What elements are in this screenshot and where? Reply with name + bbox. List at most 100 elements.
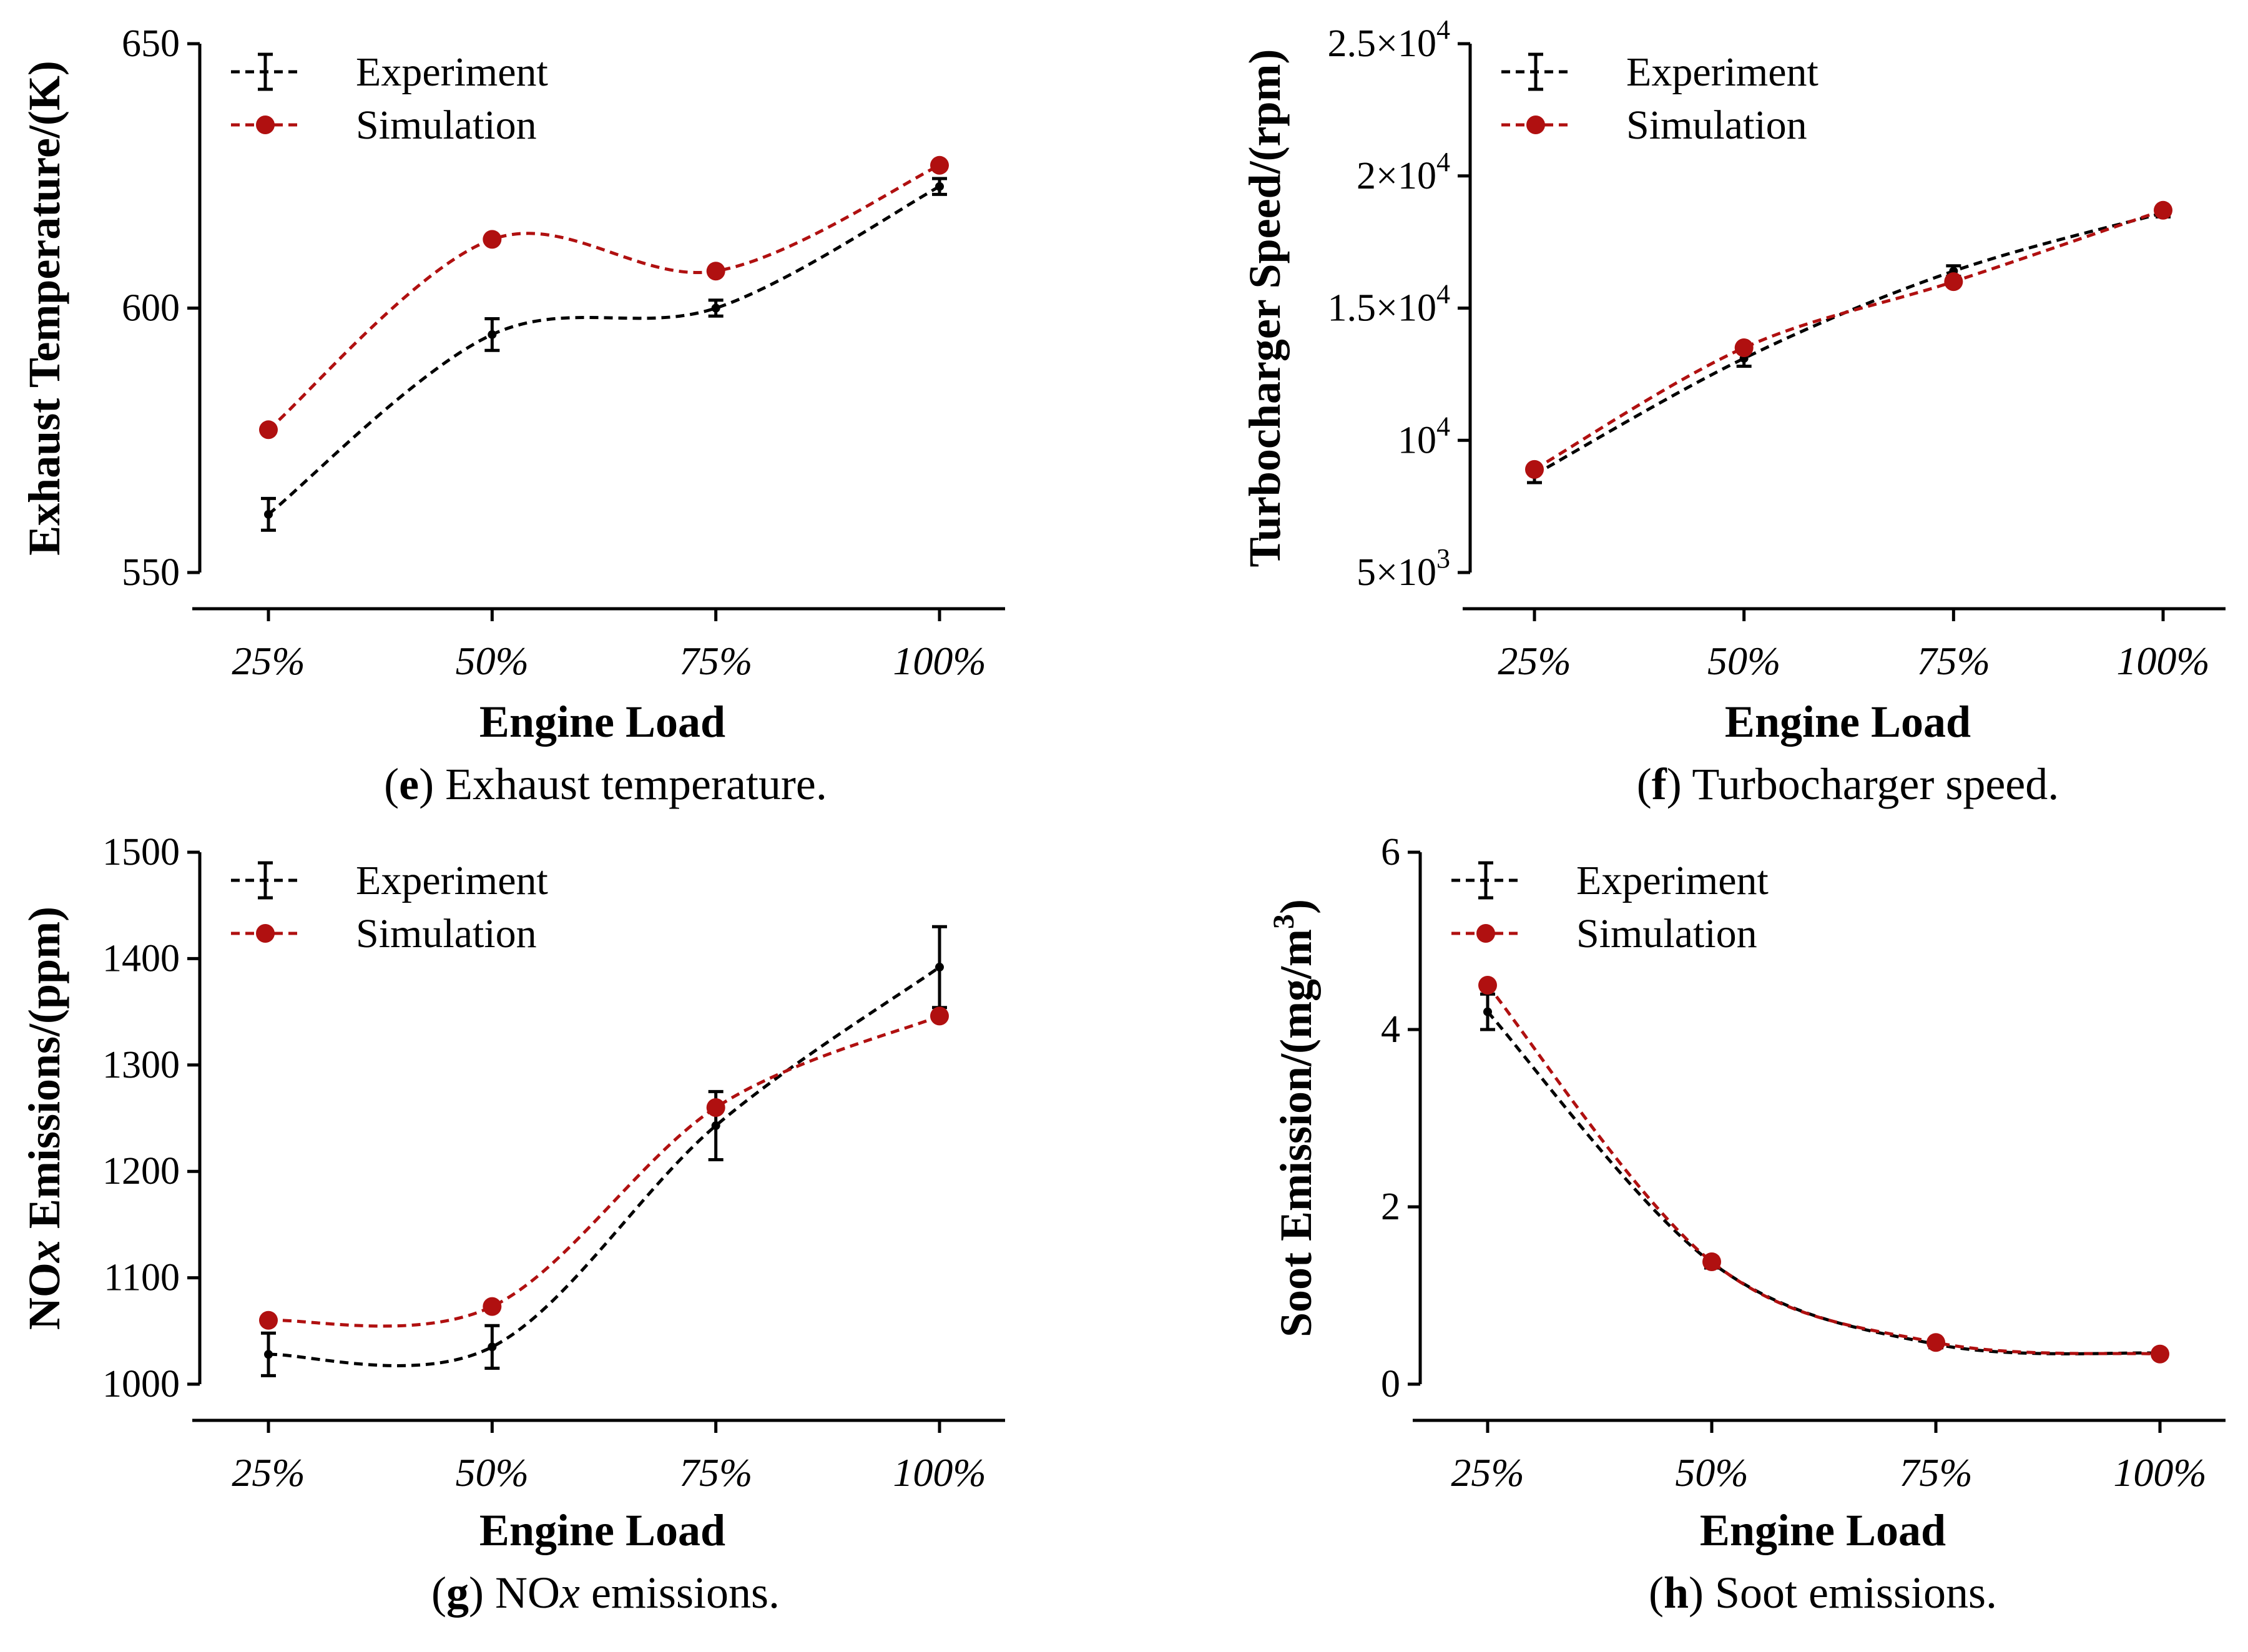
x-tick-label: 25% <box>1498 639 1571 683</box>
legend-entry: Simulation <box>356 102 537 148</box>
data-point-experiment <box>488 1342 497 1352</box>
y-tick-label: 104 <box>1398 411 1450 461</box>
y-tick-label-base: 2×10 <box>1357 155 1436 197</box>
x-tick-label: 75% <box>1917 639 1990 683</box>
y-tick-label: 2×104 <box>1357 147 1450 197</box>
y-tick-label-base: 2.5×10 <box>1328 22 1436 65</box>
caption-paren: ) <box>469 1568 484 1618</box>
data-point-simulation <box>930 155 949 175</box>
y-tick-label: 2 <box>1381 1186 1400 1228</box>
x-tick-label: 25% <box>232 639 305 683</box>
data-point-simulation <box>1525 460 1544 479</box>
y-axis-label-superscript: 3 <box>1267 914 1300 929</box>
y-tick-label-exponent: 4 <box>1436 147 1450 177</box>
figure-caption: (h) Soot emissions. <box>1649 1568 1997 1618</box>
caption-text: Turbocharger speed. <box>1682 759 2059 809</box>
data-point-simulation <box>259 420 278 440</box>
x-tick-label: 100% <box>2116 639 2209 683</box>
x-tick-label: 100% <box>2113 1450 2206 1495</box>
x-tick-label: 100% <box>893 639 986 683</box>
data-point-simulation <box>706 262 725 281</box>
caption-paren: ( <box>1649 1568 1664 1618</box>
y-tick-label-exponent: 4 <box>1436 279 1450 310</box>
data-point-simulation <box>2151 1344 2169 1364</box>
y-axis-label-part: Emissions/(ppm) <box>19 907 69 1240</box>
chart-e: 550 600 650 25% 50% 75% 100% Engine Load Exhaust… <box>19 22 1005 809</box>
figure-caption: (g) NOx emissions. <box>431 1568 780 1618</box>
y-tick-label-exponent: 4 <box>1436 411 1450 441</box>
series-line-experiment <box>267 185 941 516</box>
legend: Experiment Simulation <box>1451 858 1769 956</box>
y-tick-label: 1100 <box>104 1257 180 1299</box>
x-tick-label: 25% <box>1451 1450 1524 1495</box>
x-tick-label: 25% <box>232 1450 305 1495</box>
data-point-simulation <box>259 1310 278 1330</box>
legend-marker <box>1476 924 1495 943</box>
y-tick-label: 650 <box>122 22 180 65</box>
x-tick-label: 75% <box>1899 1450 1972 1495</box>
y-axis-label-part: ) <box>1271 899 1321 914</box>
series-line-simulation <box>268 1015 940 1328</box>
caption-text: Soot emissions. <box>1704 1568 1997 1618</box>
y-tick-label-exponent: 3 <box>1436 543 1450 574</box>
chart-g: 1000 1100 1200 1300 1400 1500 25% 50% 75% 100% Eng… <box>19 831 1005 1618</box>
data-point-experiment <box>488 330 497 339</box>
legend: Experiment Simulation <box>231 49 548 148</box>
y-axis-label-part: NO <box>19 1262 69 1330</box>
data-point-experiment <box>711 303 720 313</box>
caption-paren: ( <box>1637 759 1652 809</box>
y-tick-label: 600 <box>122 287 180 330</box>
y-tick-label: 550 <box>122 551 180 594</box>
data-point-simulation <box>483 230 502 249</box>
data-point-experiment <box>264 1350 273 1359</box>
x-tick-label: 50% <box>1707 639 1780 683</box>
y-tick-label: 4 <box>1381 1008 1400 1051</box>
legend-entry: Simulation <box>1626 102 1807 148</box>
x-tick-label: 100% <box>893 1450 986 1495</box>
y-tick-label: 0 <box>1381 1363 1400 1405</box>
y-tick-label: 6 <box>1381 831 1400 873</box>
data-point-experiment <box>711 1121 720 1130</box>
data-point-simulation <box>930 1006 949 1026</box>
y-axis-label: Exhaust Temperature/(K) <box>19 61 69 556</box>
data-point-simulation <box>1944 272 1963 292</box>
x-tick-label: 75% <box>679 1450 752 1495</box>
y-tick-label: 1300 <box>102 1044 180 1086</box>
y-axis-label: Turbocharger Speed/(rpm) <box>1240 49 1290 567</box>
legend-entry: Experiment <box>1626 49 1819 95</box>
data-point-experiment <box>935 182 944 191</box>
data-point-simulation <box>1734 338 1754 358</box>
caption-label: g <box>446 1568 469 1618</box>
series-line-experiment <box>268 965 941 1367</box>
legend-entry: Experiment <box>356 49 548 95</box>
legend-marker <box>256 116 275 134</box>
y-tick-label-exponent: 4 <box>1436 14 1450 45</box>
series-line-simulation <box>1533 209 2164 471</box>
legend-entry: Experiment <box>1576 858 1769 903</box>
x-axis-label: Engine Load <box>479 697 725 747</box>
x-tick-label: 75% <box>679 639 752 683</box>
y-tick-label-base: 1.5×10 <box>1328 287 1436 330</box>
y-axis-label: Soot Emission/(mg/m3) <box>1267 899 1321 1337</box>
data-point-simulation <box>1478 976 1497 995</box>
figure-caption: (e) Exhaust temperature. <box>384 759 827 809</box>
x-axis-label: Engine Load <box>1725 697 1971 747</box>
caption-paren: ) <box>1689 1568 1704 1618</box>
caption-paren: ( <box>431 1568 446 1618</box>
y-axis-label: NOx Emissions/(ppm) <box>19 907 69 1330</box>
data-point-simulation <box>2154 200 2172 220</box>
y-tick-label: 1.5×104 <box>1328 279 1450 330</box>
data-point-experiment <box>1483 1007 1492 1016</box>
legend-entry: Simulation <box>356 911 537 956</box>
x-axis-label: Engine Load <box>1700 1505 1946 1555</box>
y-tick-label: 1000 <box>102 1363 180 1405</box>
y-axis-label-part: x <box>19 1240 69 1263</box>
y-tick-label-base: 10 <box>1398 419 1436 461</box>
y-tick-label: 1500 <box>102 831 180 873</box>
y-tick-label: 5×103 <box>1357 543 1450 594</box>
y-tick-label: 2.5×104 <box>1328 14 1450 65</box>
x-tick-label: 50% <box>456 639 529 683</box>
y-tick-label: 1400 <box>102 937 180 980</box>
legend-marker <box>256 924 275 943</box>
